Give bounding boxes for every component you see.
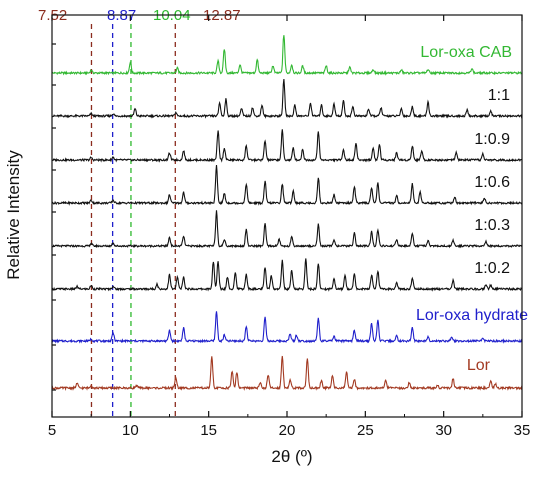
axes: 5 10 15 20 25 30 35: [48, 14, 531, 439]
x-tick-label-4: 25: [357, 422, 374, 439]
x-tick-label-6: 35: [514, 422, 531, 439]
plot-frame: [51, 14, 523, 418]
series-label-0: Lor-oxa CAB: [420, 44, 512, 61]
y-axis-title: Relative Intensity: [4, 150, 23, 280]
x-tick-label-1: 10: [122, 422, 139, 439]
series-line-1: [51, 78, 523, 119]
series-label-1: 1:1: [488, 87, 510, 104]
series-line-2: [51, 129, 523, 163]
series-line-4: [51, 210, 523, 249]
series-line-6: [51, 311, 523, 344]
x-tick-label-3: 20: [279, 422, 296, 439]
x-tick-label-2: 15: [200, 422, 217, 439]
series-label-6: Lor-oxa hydrate: [416, 307, 528, 324]
series-line-0: [51, 35, 523, 76]
series-label-5: 1:0.2: [474, 260, 510, 277]
series-line-3: [51, 164, 523, 206]
series-line-5: [51, 258, 523, 292]
pattern-traces: [51, 35, 523, 392]
series-label-7: Lor: [467, 357, 491, 374]
x-tick-label-0: 5: [48, 422, 56, 439]
series-labels: Lor-oxa CAB 1:1 1:0.9 1:0.6 1:0.3 1:0.2 Lor-ox…: [416, 44, 528, 374]
series-label-2: 1:0.9: [474, 131, 510, 148]
marker-lines: [90, 24, 176, 417]
series-label-3: 1:0.6: [474, 174, 510, 191]
x-axis-title: 2θ (º): [271, 447, 312, 466]
series-line-7: [51, 355, 523, 392]
series-label-4: 1:0.3: [474, 217, 510, 234]
x-tick-label-5: 30: [435, 422, 452, 439]
